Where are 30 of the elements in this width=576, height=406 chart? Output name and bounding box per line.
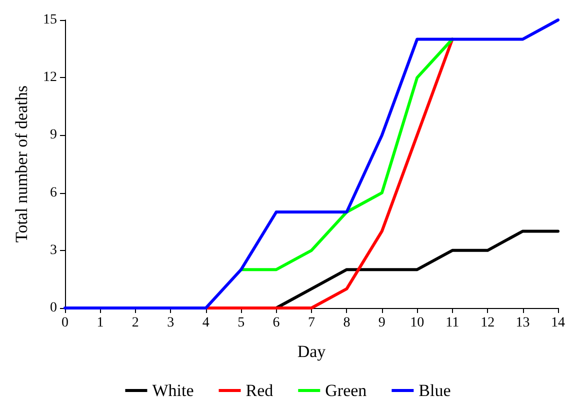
x-tick-label: 7 bbox=[308, 316, 315, 330]
y-tick-label: 3 bbox=[50, 242, 57, 258]
x-tick-label: 3 bbox=[167, 316, 174, 330]
x-tick-label: 12 bbox=[480, 316, 495, 330]
x-tick-label: 9 bbox=[378, 316, 386, 330]
x-tick-label: 5 bbox=[238, 316, 245, 330]
x-tick-label: 11 bbox=[446, 316, 460, 330]
x-tick-label: 10 bbox=[410, 316, 424, 330]
legend-label: White bbox=[152, 381, 194, 400]
y-axis-title: Total number of deaths bbox=[12, 86, 31, 242]
legend-label: Blue bbox=[418, 381, 451, 400]
x-tick-label: 4 bbox=[202, 316, 210, 330]
x-tick-label: 2 bbox=[132, 316, 139, 330]
line-series bbox=[204, 38, 454, 310]
x-tick-label: 0 bbox=[62, 316, 68, 330]
y-tick-label: 0 bbox=[50, 300, 57, 316]
legend-label: Red bbox=[246, 381, 274, 400]
line-series bbox=[240, 38, 454, 272]
y-tick-label: 12 bbox=[43, 70, 57, 86]
y-tick-label: 6 bbox=[50, 185, 57, 200]
x-tick-label: 6 bbox=[272, 316, 280, 330]
x-tick-label: 1 bbox=[96, 316, 104, 330]
y-tick-label: 9 bbox=[50, 128, 57, 143]
y-tick-label: 15 bbox=[43, 12, 57, 28]
legend-label: Green bbox=[325, 381, 368, 400]
line-series bbox=[64, 18, 560, 310]
x-tick-label: 8 bbox=[343, 316, 350, 330]
x-axis-title: Day bbox=[297, 342, 326, 361]
x-tick-label: 13 bbox=[516, 316, 530, 330]
x-tick-label: 14 bbox=[551, 316, 565, 330]
